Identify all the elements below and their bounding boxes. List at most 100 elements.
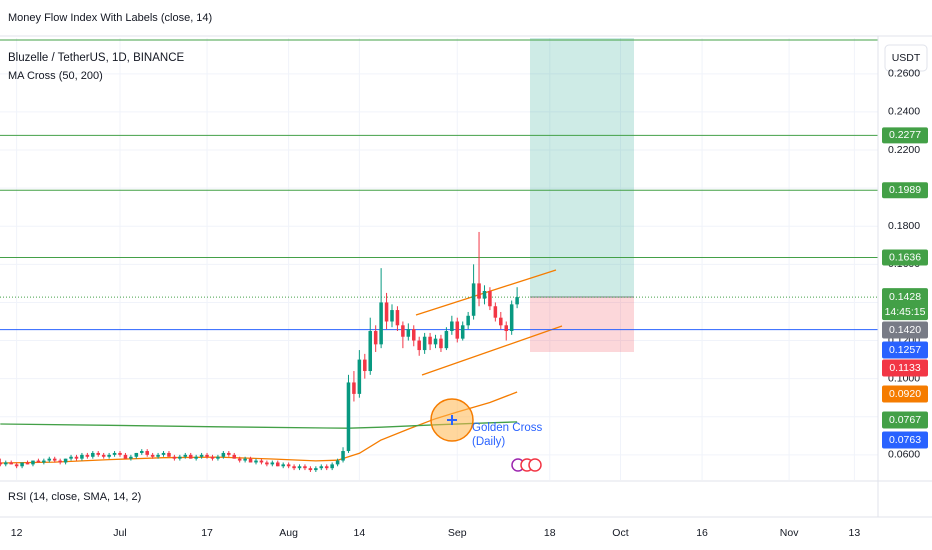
candle-body xyxy=(428,336,432,345)
candle-body xyxy=(232,454,237,459)
candle-body xyxy=(243,458,247,461)
candle-body xyxy=(499,317,503,326)
price-tag-label: 0.1257 xyxy=(889,344,921,356)
candle-body xyxy=(63,458,68,463)
candle-body xyxy=(9,462,13,465)
candle-body xyxy=(194,456,198,459)
candle-body xyxy=(139,451,144,453)
candle-body xyxy=(74,456,79,459)
candle-body xyxy=(488,291,492,307)
grid xyxy=(0,38,878,480)
candle-body xyxy=(237,458,242,461)
price-tag xyxy=(882,127,928,144)
candle-body xyxy=(324,466,329,469)
candle-body xyxy=(107,454,111,457)
x-tick-label: Oct xyxy=(612,527,628,539)
x-tick-label: Aug xyxy=(279,527,298,539)
candle-body xyxy=(205,454,209,457)
candle-body xyxy=(69,456,73,459)
price-tag-label: 0.2277 xyxy=(889,129,921,141)
target-zone xyxy=(530,38,634,297)
price-tag-label: 0.0920 xyxy=(889,388,921,400)
candle-body xyxy=(308,468,313,471)
price-tag xyxy=(882,321,928,339)
candle-body xyxy=(227,452,231,455)
lower-pane-title: RSI (14, close, SMA, 14, 2) xyxy=(8,491,141,503)
candle-body xyxy=(199,454,204,457)
candle-body xyxy=(248,458,253,463)
candle-body xyxy=(270,462,275,465)
candle-body xyxy=(85,454,90,457)
y-tick-label: 0.2400 xyxy=(888,106,920,118)
price-tag xyxy=(882,341,928,359)
candle-body xyxy=(286,464,291,467)
candle-body xyxy=(47,458,52,461)
price-tag xyxy=(882,385,928,403)
candle-body xyxy=(504,325,509,332)
candle-body xyxy=(455,321,460,339)
candle-body xyxy=(216,456,220,459)
candle-body xyxy=(401,325,405,337)
candle-body xyxy=(509,304,514,332)
x-tick-label: 17 xyxy=(201,527,213,539)
price-tag xyxy=(882,288,928,321)
candle-body xyxy=(471,283,476,316)
candle-body xyxy=(357,359,362,394)
candle-body xyxy=(178,456,182,459)
candle-body xyxy=(0,462,3,465)
price-tags: 0.2277 0.1989 0.1636 0.1428 14:45:15 0.1420 0.… xyxy=(882,127,928,449)
candle-body xyxy=(156,454,160,457)
candle-body xyxy=(281,464,285,467)
candle-body xyxy=(96,452,101,455)
candle-body xyxy=(31,460,35,465)
price-tag xyxy=(882,411,928,429)
y-tick-label: 0.0600 xyxy=(888,449,920,461)
candle-body xyxy=(210,456,215,459)
candle-body xyxy=(379,302,383,345)
candle-body xyxy=(406,329,411,337)
candle-body xyxy=(352,382,356,394)
candle-body xyxy=(373,331,378,345)
stop-zone xyxy=(530,297,634,352)
candle-body xyxy=(341,451,345,461)
x-tick-label: 13 xyxy=(849,527,861,539)
candle-body xyxy=(52,458,57,461)
currency-button[interactable] xyxy=(884,44,928,72)
candle-body xyxy=(411,329,416,341)
candle-body xyxy=(42,460,46,463)
x-tick-label: 18 xyxy=(544,527,556,539)
candle-body xyxy=(515,297,519,305)
candle-body xyxy=(112,452,117,455)
candle-body xyxy=(335,460,340,465)
y-tick-label: 0.1800 xyxy=(888,220,920,232)
candle-body xyxy=(422,336,427,351)
x-tick-label: Jul xyxy=(113,527,126,539)
levels xyxy=(0,134,878,331)
price-tag xyxy=(882,359,928,377)
candle-body xyxy=(3,462,8,465)
x-tick-label: 12 xyxy=(11,527,23,539)
candle-body xyxy=(439,338,443,349)
candle-body xyxy=(58,460,62,463)
price-tag-label: 0.0767 xyxy=(889,414,921,426)
candle-body xyxy=(346,382,351,452)
candle-body xyxy=(384,302,389,322)
currency-label: USDT xyxy=(892,52,921,64)
chart-subtitle: MA Cross (50, 200) xyxy=(8,70,103,82)
candle-body xyxy=(275,462,280,467)
candle-body xyxy=(172,456,177,459)
candle-body xyxy=(265,462,269,465)
annotation: (Daily) xyxy=(472,436,505,448)
candle-body xyxy=(91,452,95,457)
candle-body xyxy=(20,462,24,467)
price-tag xyxy=(882,431,928,449)
price-tag xyxy=(882,249,928,266)
candle-body xyxy=(493,306,498,318)
candle-body xyxy=(129,456,133,459)
event-icon xyxy=(528,458,542,472)
candle-body xyxy=(101,454,106,457)
candle-body xyxy=(167,452,171,457)
